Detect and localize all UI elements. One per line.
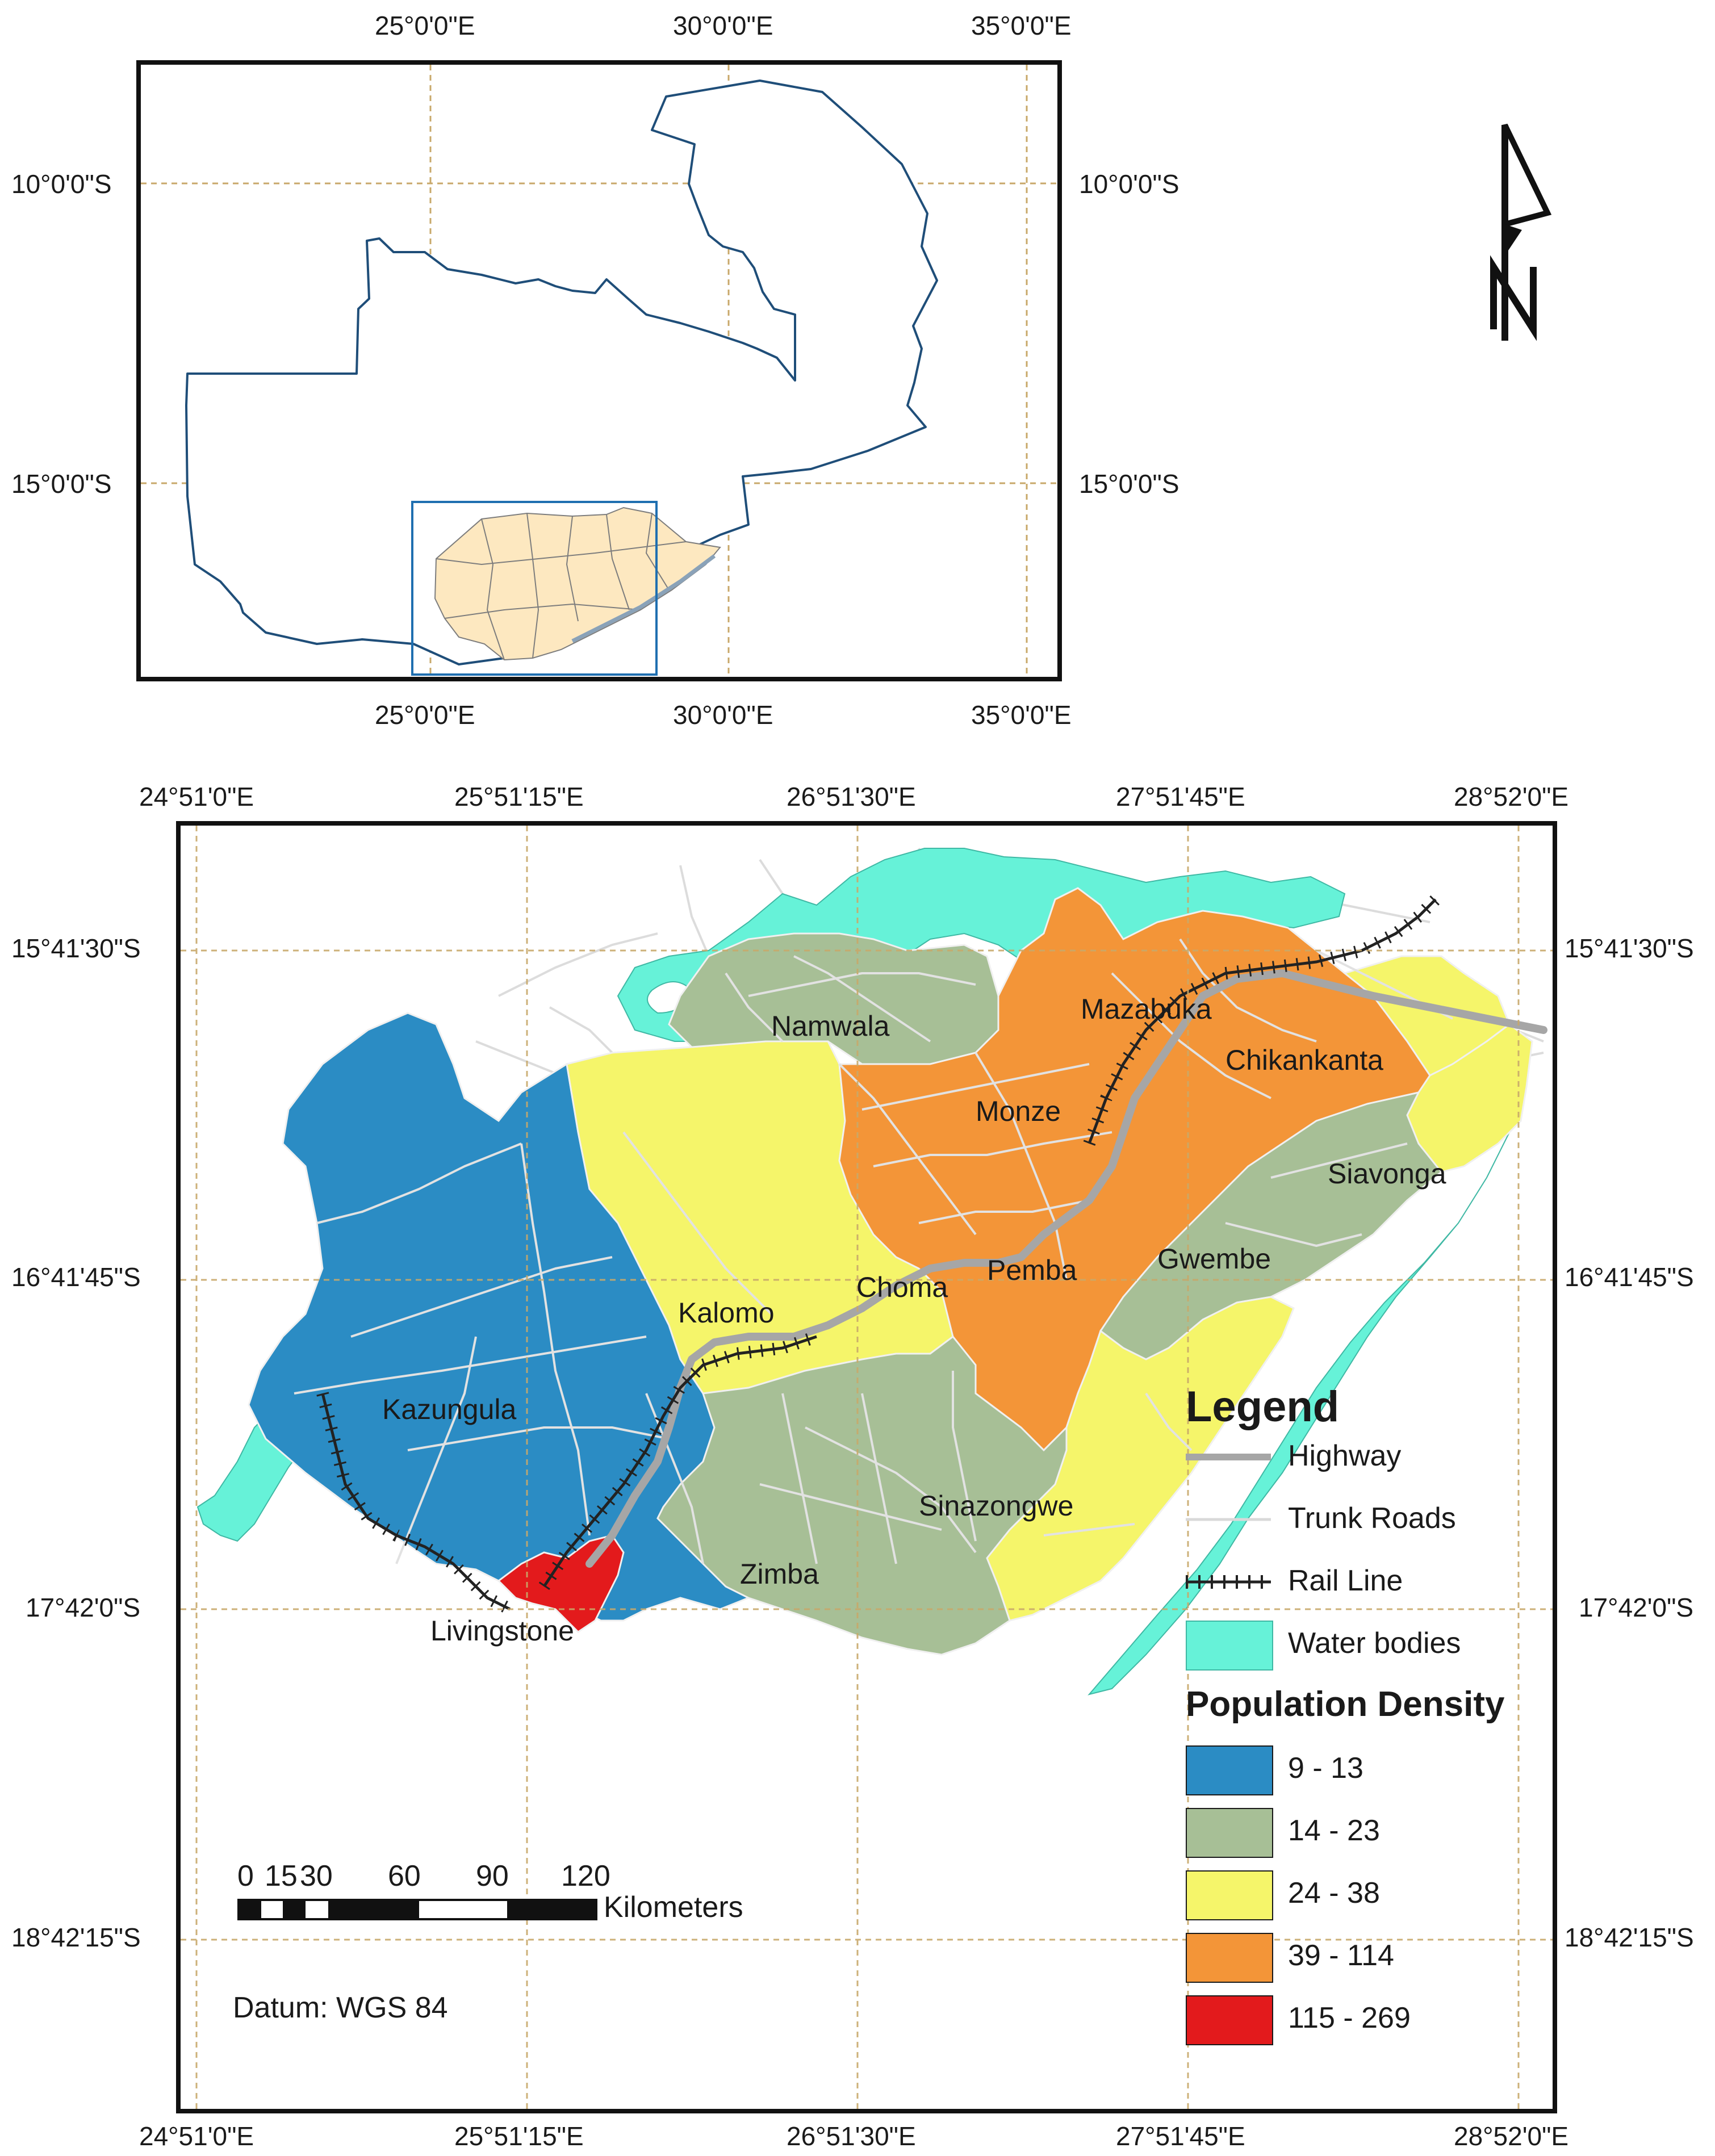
- inset-map-frame: [136, 60, 1062, 681]
- main-top-label-1: 24°51'0"E: [139, 782, 254, 811]
- main-bottom-label-1: 24°51'0"E: [139, 2121, 254, 2151]
- scale-bar: 0 15 30 60 90 120 Kilometers: [226, 1859, 743, 1927]
- main-right-label-4: 18°42'15"S: [1565, 1923, 1694, 1952]
- inset-lake-kariba: [571, 554, 716, 643]
- rail-line: [316, 895, 1440, 1615]
- label-kazungula: Kazungula: [382, 1393, 516, 1425]
- density-label-2: 14 - 23: [1288, 1814, 1380, 1847]
- main-graticule: [181, 826, 1553, 2109]
- district-zimba: [656, 1335, 1068, 1656]
- inset-study-area-box: [411, 501, 658, 676]
- inset-right-label-15s: 15°0'0"S: [1079, 469, 1179, 499]
- scale-tick-90: 90: [476, 1860, 509, 1893]
- datum-label: Datum: WGS 84: [233, 1991, 448, 2024]
- main-map-frame: Namwala Mazabuka Chikankanta Monze Siavo…: [176, 821, 1557, 2113]
- scale-tick-0: 0: [237, 1860, 254, 1893]
- scale-unit: Kilometers: [604, 1891, 743, 1924]
- main-left-label-4: 18°42'15"S: [11, 1923, 141, 1952]
- main-top-label-3: 26°51'30"E: [787, 782, 916, 811]
- legend: Legend Highway Trunk Roads Rail Line Wat…: [1180, 1382, 1543, 2063]
- main-right-label-3: 17°42'0"S: [1579, 1593, 1694, 1622]
- density-swatch-5: [1186, 1995, 1273, 2045]
- label-namwala: Namwala: [771, 1010, 890, 1042]
- legend-trunk-road-symbol: [1186, 1518, 1271, 1521]
- main-left-label-3: 17°42'0"S: [26, 1593, 141, 1622]
- legend-water-swatch: [1186, 1621, 1273, 1671]
- label-pemba: Pemba: [987, 1254, 1077, 1286]
- water-body-kariba: [1087, 1132, 1510, 1696]
- inset-map-canvas: [141, 65, 1057, 677]
- density-label-3: 24 - 38: [1288, 1877, 1380, 1910]
- main-left-label-1: 15°41'30"S: [11, 933, 141, 963]
- scale-tick-30: 30: [300, 1860, 333, 1893]
- legend-highway-symbol: [1186, 1454, 1271, 1460]
- label-mazabuka: Mazabuka: [1081, 993, 1212, 1025]
- legend-highway-label: Highway: [1288, 1439, 1402, 1472]
- scale-bar-graphic: [237, 1899, 597, 1920]
- label-sinazongwe: Sinazongwe: [919, 1490, 1073, 1522]
- main-bottom-label-5: 28°52'0"E: [1454, 2121, 1569, 2151]
- main-bottom-label-3: 26°51'30"E: [787, 2121, 916, 2151]
- legend-trunk-road-label: Trunk Roads: [1288, 1502, 1456, 1535]
- main-left-label-2: 16°41'45"S: [11, 1262, 141, 1292]
- main-bottom-label-2: 25°51'15"E: [454, 2121, 584, 2151]
- inset-district-lines: [436, 513, 687, 660]
- inset-bottom-label-35e: 35°0'0"E: [971, 700, 1072, 730]
- density-label-1: 9 - 13: [1288, 1752, 1363, 1785]
- main-right-label-2: 16°41'45"S: [1565, 1262, 1694, 1292]
- density-swatch-3: [1186, 1870, 1273, 1920]
- inset-top-label-25e: 25°0'0"E: [375, 11, 475, 40]
- label-siavonga: Siavonga: [1328, 1158, 1446, 1190]
- label-monze: Monze: [976, 1095, 1061, 1127]
- main-top-label-2: 25°51'15"E: [454, 782, 584, 811]
- label-zimba: Zimba: [740, 1558, 819, 1590]
- density-swatch-1: [1186, 1745, 1273, 1795]
- scale-tick-120: 120: [561, 1860, 610, 1893]
- legend-rail-label: Rail Line: [1288, 1564, 1403, 1597]
- legend-density-title: Population Density: [1186, 1685, 1505, 1724]
- main-top-label-5: 28°52'0"E: [1454, 782, 1569, 811]
- legend-rail-symbol: [1186, 1575, 1271, 1589]
- scale-tick-15: 15: [265, 1860, 298, 1893]
- inset-bottom-label-25e: 25°0'0"E: [375, 700, 475, 730]
- density-swatch-2: [1186, 1808, 1273, 1858]
- inset-left-label-15s: 15°0'0"S: [11, 469, 112, 499]
- density-swatch-4: [1186, 1933, 1273, 1983]
- inset-right-label-10s: 10°0'0"S: [1079, 169, 1179, 199]
- southern-province-inset: [434, 506, 721, 661]
- inset-top-label-30e: 30°0'0"E: [673, 11, 773, 40]
- label-chikankanta: Chikankanta: [1225, 1044, 1383, 1076]
- inset-left-label-10s: 10°0'0"S: [11, 169, 112, 199]
- legend-title: Legend: [1186, 1383, 1340, 1431]
- district-namwala: [668, 932, 999, 1065]
- label-livingstone: Livingstone: [430, 1615, 574, 1647]
- legend-water-label: Water bodies: [1288, 1627, 1461, 1660]
- label-choma: Choma: [856, 1271, 948, 1303]
- trunk-roads: [294, 938, 1453, 1564]
- scale-tick-60: 60: [388, 1860, 421, 1893]
- density-label-4: 39 - 114: [1288, 1939, 1394, 1972]
- zambia-outline: [185, 79, 938, 665]
- north-arrow-icon: [1490, 123, 1552, 341]
- main-map-canvas: Namwala Mazabuka Chikankanta Monze Siavo…: [181, 826, 1553, 2109]
- main-bottom-label-4: 27°51'45"E: [1116, 2121, 1245, 2151]
- inset-bottom-label-30e: 30°0'0"E: [673, 700, 773, 730]
- label-kalomo: Kalomo: [678, 1297, 775, 1329]
- main-right-label-1: 15°41'30"S: [1565, 933, 1694, 963]
- district-sinazongwe: [986, 1296, 1295, 1622]
- main-top-label-4: 27°51'45"E: [1116, 782, 1245, 811]
- inset-top-label-35e: 35°0'0"E: [971, 11, 1072, 40]
- density-label-5: 115 - 269: [1288, 2002, 1411, 2034]
- label-gwembe: Gwembe: [1157, 1243, 1271, 1275]
